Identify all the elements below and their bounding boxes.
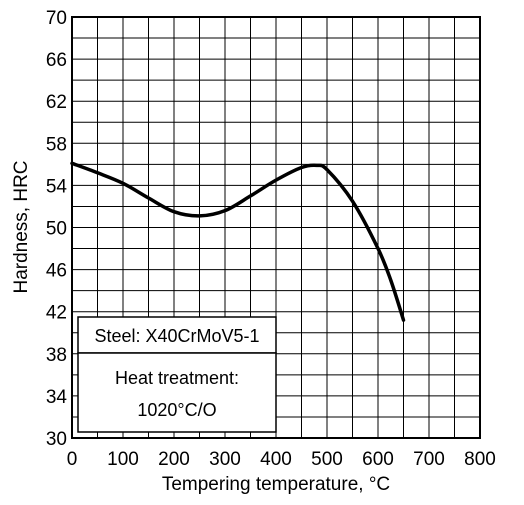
y-axis-title: Hardness, HRC <box>11 160 32 293</box>
y-tick-label: 42 <box>46 303 67 324</box>
y-tick-label: 66 <box>46 50 67 71</box>
x-tick-label: 800 <box>464 449 496 470</box>
x-axis-title: Tempering temperature, °C <box>162 474 390 495</box>
x-tick-label: 500 <box>311 449 343 470</box>
y-tick-label: 54 <box>46 176 68 197</box>
steel-label: Steel: X40CrMoV5-1 <box>94 326 259 346</box>
x-tick-labels: 0 100 200 300 400 500 600 700 800 <box>67 449 496 470</box>
y-tick-labels: 30 34 38 42 46 50 54 58 62 66 70 <box>46 8 68 450</box>
y-tick-label: 50 <box>46 219 67 240</box>
x-tick-label: 200 <box>158 449 190 470</box>
annotation-box: Steel: X40CrMoV5-1 Heat treatment: 1020°… <box>77 316 277 433</box>
y-tick-label: 62 <box>46 92 67 113</box>
steel-box <box>77 316 277 354</box>
x-tick-label: 100 <box>107 449 139 470</box>
heat-treatment-value: 1020°C/O <box>137 400 216 420</box>
hardness-curve <box>70 161 406 322</box>
x-tick-label: 400 <box>260 449 292 470</box>
y-tick-label: 70 <box>46 8 67 29</box>
y-tick-label: 34 <box>46 387 68 408</box>
heat-treatment-label: Heat treatment: <box>115 368 239 388</box>
plot-frame <box>71 16 481 439</box>
x-tick-label: 600 <box>362 449 394 470</box>
y-tick-label: 38 <box>46 345 67 366</box>
x-tick-label: 300 <box>209 449 241 470</box>
y-tick-label: 30 <box>46 429 67 450</box>
y-tick-label: 58 <box>46 134 67 155</box>
x-tick-label: 0 <box>67 449 78 470</box>
y-tick-label: 46 <box>46 261 67 282</box>
x-tick-label: 700 <box>413 449 445 470</box>
heat-treatment-box <box>77 352 277 433</box>
